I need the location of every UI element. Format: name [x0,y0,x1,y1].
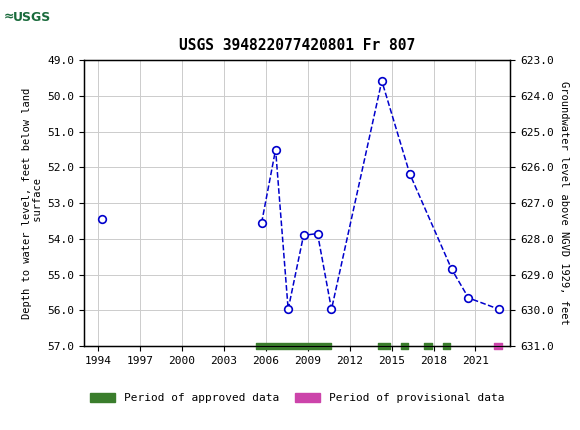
Y-axis label: Groundwater level above NGVD 1929, feet: Groundwater level above NGVD 1929, feet [560,81,570,325]
FancyBboxPatch shape [3,3,61,32]
Legend: Period of approved data, Period of provisional data: Period of approved data, Period of provi… [90,393,504,403]
Y-axis label: Depth to water level, feet below land
 surface: Depth to water level, feet below land su… [21,88,44,319]
Text: USGS: USGS [13,11,51,24]
Text: ≈: ≈ [3,10,14,23]
Title: USGS 394822077420801 Fr 807: USGS 394822077420801 Fr 807 [179,38,415,53]
